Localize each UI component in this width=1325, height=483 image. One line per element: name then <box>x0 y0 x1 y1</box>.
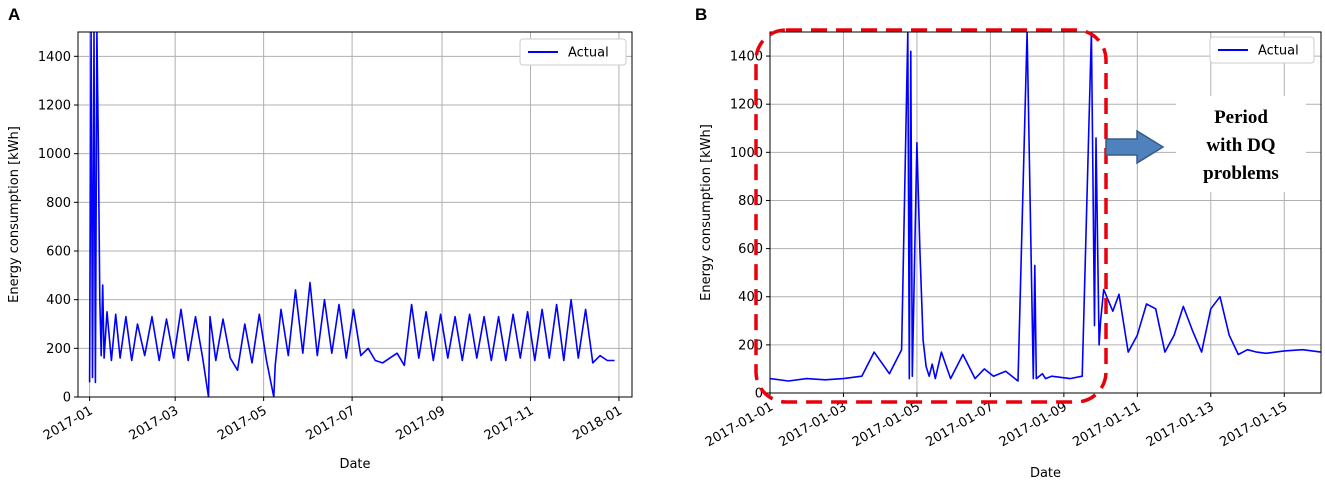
series-line-actual <box>770 32 1321 382</box>
y-tick-label: 200 <box>738 338 763 353</box>
x-tick-label: 2017-07 <box>304 403 359 443</box>
x-tick-label: 2017-11 <box>482 403 537 443</box>
series-line-actual <box>88 32 615 397</box>
dq-period-highlight <box>754 28 1108 404</box>
x-axis-label: Date <box>339 457 370 472</box>
x-tick-label: 2017-01-13 <box>1144 399 1217 450</box>
plot-frame <box>77 31 633 398</box>
legend-box <box>519 38 627 66</box>
y-tick-label: 600 <box>738 242 763 257</box>
y-tick-label: 0 <box>63 391 71 406</box>
y-tick-label: 600 <box>46 245 71 260</box>
annotation-text: Period <box>1214 107 1268 128</box>
annotation-text: problems <box>1203 163 1279 184</box>
y-tick-label: 400 <box>738 290 763 305</box>
panel-a: A 0 200 400 600 800 1000 1200 1400 2017-01 2017-03… <box>7 5 633 472</box>
x-tick-label: 2017-01-07 <box>923 399 996 450</box>
x-tick-label: 2017-01-11 <box>1070 399 1143 450</box>
annotation-text: with DQ <box>1206 135 1275 156</box>
x-tick-label: 2017-01-09 <box>997 399 1070 450</box>
x-tick-label: 2017-09 <box>393 403 448 443</box>
y-tick-label: 0 <box>755 387 763 402</box>
y-tick-label: 200 <box>46 342 71 357</box>
x-tick-label: 2017-03 <box>127 403 182 443</box>
y-tick-label: 1200 <box>730 98 763 113</box>
x-tick-label: 2017-01-05 <box>850 399 923 450</box>
x-tick-label: 2017-05 <box>215 403 270 443</box>
y-tick-label: 1400 <box>730 50 763 65</box>
y-tick-label: 800 <box>46 196 71 211</box>
y-tick-label: 400 <box>46 293 71 308</box>
y-tick-label: 1400 <box>38 50 71 65</box>
x-tick-label: 2017-01-03 <box>777 399 850 450</box>
y-tick-label: 1000 <box>38 147 71 162</box>
y-tick-label: 800 <box>738 194 763 209</box>
plot-frame <box>769 31 1322 394</box>
panel-label: A <box>8 5 20 24</box>
x-tick-label: 2017-01 <box>41 403 96 443</box>
arrow-right-icon <box>1105 129 1165 165</box>
legend-box <box>1209 36 1315 64</box>
y-axis-label: Energy consumption [kWh] <box>7 126 22 303</box>
x-tick-label: 2017-01-01 <box>703 399 776 450</box>
y-tick-label: 1200 <box>38 99 71 114</box>
y-axis-label: Energy consumption [kWh] <box>699 124 714 301</box>
legend-label: Actual <box>1258 44 1299 59</box>
legend-label: Actual <box>568 46 609 61</box>
y-tick-label: 1000 <box>730 146 763 161</box>
x-tick-label: 2017-01-15 <box>1217 399 1290 450</box>
x-tick-label: 2018-01 <box>570 403 625 443</box>
panel-label: B <box>695 5 707 24</box>
annotation-background <box>1176 96 1306 192</box>
x-axis-label: Date <box>1030 466 1061 481</box>
